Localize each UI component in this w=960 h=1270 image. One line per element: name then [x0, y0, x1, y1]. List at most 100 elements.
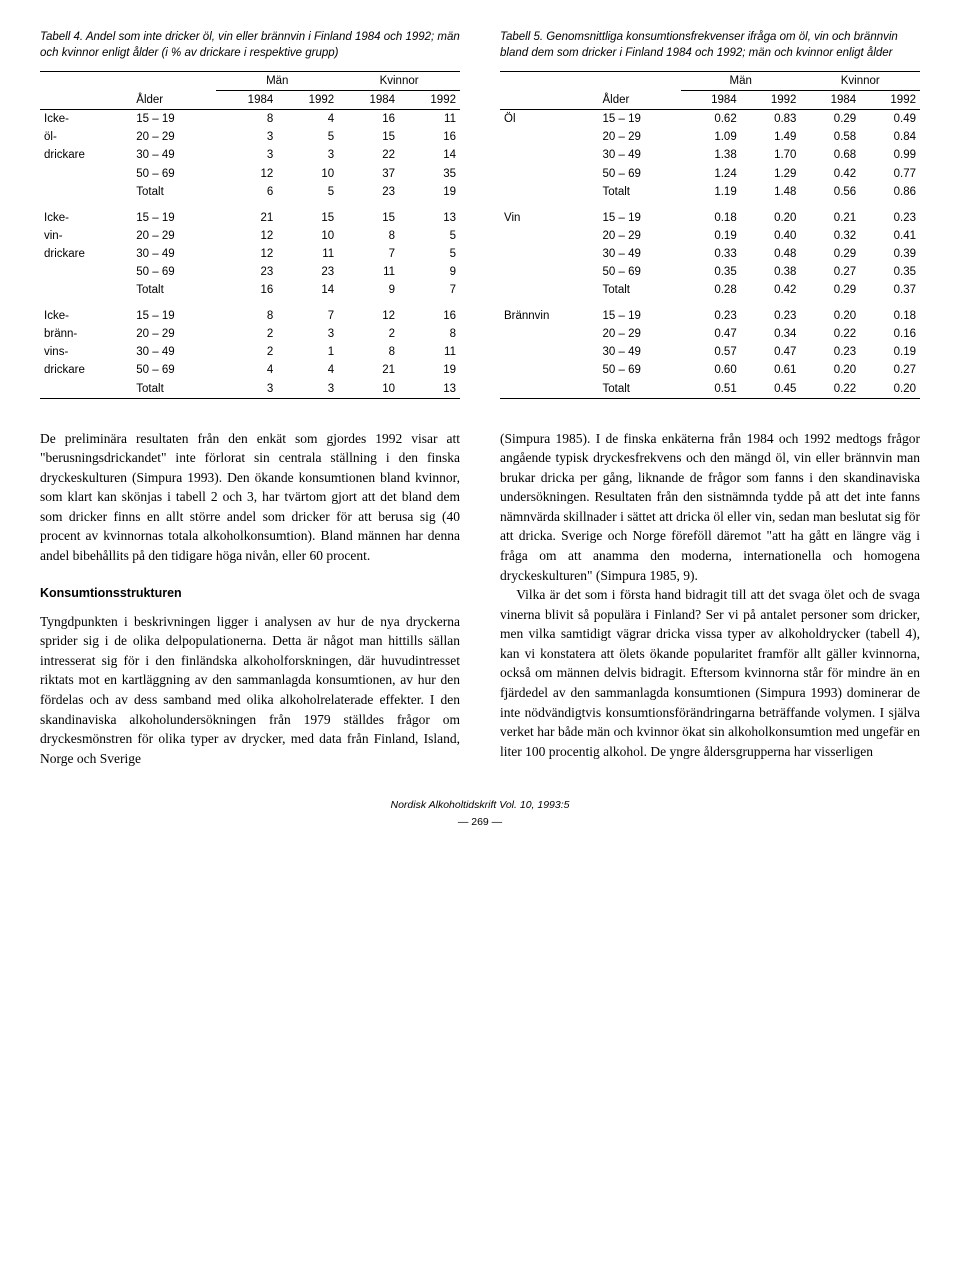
value-cell: 2	[216, 325, 277, 343]
table-row: 20 – 291.091.490.580.84	[500, 128, 920, 146]
value-cell: 1.38	[681, 146, 741, 164]
value-cell: 0.19	[860, 343, 920, 361]
group-label	[500, 343, 599, 361]
value-cell: 12	[216, 165, 277, 183]
group-label: Brännvin	[500, 307, 599, 325]
group-label	[40, 165, 132, 183]
value-cell: 0.56	[800, 183, 860, 201]
value-cell: 8	[216, 307, 277, 325]
value-cell: 1.29	[741, 165, 801, 183]
value-cell: 0.39	[860, 245, 920, 263]
age-label: 15 – 19	[132, 110, 216, 129]
table4-head-alder: Ålder	[132, 91, 216, 110]
group-label: drickare	[40, 361, 132, 379]
value-cell: 4	[216, 361, 277, 379]
value-cell: 0.32	[800, 227, 860, 245]
total-row: Totalt161497	[40, 281, 460, 299]
value-cell: 1.09	[681, 128, 741, 146]
group-label: vin-	[40, 227, 132, 245]
value-cell: 23	[277, 263, 338, 281]
table-row: drickare30 – 49121175	[40, 245, 460, 263]
value-cell: 2	[216, 343, 277, 361]
table5-year-1: 1992	[741, 91, 801, 110]
value-cell: 5	[399, 227, 460, 245]
value-cell: 7	[399, 281, 460, 299]
value-cell: 9	[399, 263, 460, 281]
total-row: Totalt1.191.480.560.86	[500, 183, 920, 201]
table-row: 30 – 490.570.470.230.19	[500, 343, 920, 361]
age-label: 30 – 49	[599, 146, 681, 164]
value-cell: 8	[399, 325, 460, 343]
value-cell: 7	[277, 307, 338, 325]
value-cell: 0.62	[681, 110, 741, 129]
value-cell: 13	[399, 209, 460, 227]
value-cell: 4	[277, 361, 338, 379]
value-cell: 21	[338, 361, 399, 379]
table5-label: Tabell 5.	[500, 31, 543, 43]
table4-year-2: 1984	[338, 91, 399, 110]
value-cell: 0.47	[681, 325, 741, 343]
value-cell: 0.47	[741, 343, 801, 361]
value-cell: 3	[277, 146, 338, 164]
value-cell: 7	[338, 245, 399, 263]
table-row: Öl15 – 190.620.830.290.49	[500, 110, 920, 129]
group-label: bränn-	[40, 325, 132, 343]
total-row: Totalt331013	[40, 380, 460, 399]
value-cell: 0.57	[681, 343, 741, 361]
age-label: 30 – 49	[132, 245, 216, 263]
group-label: drickare	[40, 245, 132, 263]
value-cell: 3	[216, 146, 277, 164]
group-label	[40, 263, 132, 281]
page-footer: Nordisk Alkoholtidskrift Vol. 10, 1993:5…	[40, 798, 920, 829]
group-label	[500, 325, 599, 343]
value-cell: 0.23	[681, 307, 741, 325]
value-cell: 1.70	[741, 146, 801, 164]
value-cell: 0.22	[800, 325, 860, 343]
value-cell: 3	[277, 380, 338, 399]
value-cell: 3	[216, 128, 277, 146]
value-cell: 0.77	[860, 165, 920, 183]
table-row: 20 – 290.190.400.320.41	[500, 227, 920, 245]
total-label: Totalt	[132, 281, 216, 299]
value-cell: 0.16	[860, 325, 920, 343]
table5-year-0: 1984	[681, 91, 741, 110]
value-cell: 12	[216, 227, 277, 245]
group-label	[500, 227, 599, 245]
value-cell: 1.19	[681, 183, 741, 201]
value-cell: 0.20	[860, 380, 920, 399]
value-cell: 0.35	[681, 263, 741, 281]
value-cell: 10	[277, 165, 338, 183]
table-row: 30 – 490.330.480.290.39	[500, 245, 920, 263]
age-label: 15 – 19	[132, 209, 216, 227]
group-label: Icke-	[40, 110, 132, 129]
table-row: 50 – 690.600.610.200.27	[500, 361, 920, 379]
age-label: 15 – 19	[599, 307, 681, 325]
total-label: Totalt	[599, 281, 681, 299]
value-cell: 11	[277, 245, 338, 263]
table5-head-man: Män	[681, 72, 800, 91]
value-cell: 0.18	[681, 209, 741, 227]
age-label: 20 – 29	[599, 325, 681, 343]
table-row: 20 – 290.470.340.220.16	[500, 325, 920, 343]
age-label: 50 – 69	[599, 263, 681, 281]
group-label: öl-	[40, 128, 132, 146]
value-cell: 0.41	[860, 227, 920, 245]
table4-caption-text: Andel som inte dricker öl, vin eller brä…	[40, 31, 460, 59]
table-row: Icke-15 – 19841611	[40, 110, 460, 129]
age-label: 20 – 29	[132, 128, 216, 146]
age-label: 15 – 19	[599, 110, 681, 129]
value-cell: 0.21	[800, 209, 860, 227]
age-label: 20 – 29	[132, 325, 216, 343]
value-cell: 16	[216, 281, 277, 299]
table5-block: Tabell 5. Genomsnittliga konsumtionsfrek…	[500, 30, 920, 399]
group-label	[40, 380, 132, 399]
value-cell: 19	[399, 183, 460, 201]
age-label: 15 – 19	[599, 209, 681, 227]
group-label	[500, 128, 599, 146]
value-cell: 8	[216, 110, 277, 129]
value-cell: 35	[399, 165, 460, 183]
value-cell: 3	[216, 380, 277, 399]
total-label: Totalt	[599, 380, 681, 399]
value-cell: 0.37	[860, 281, 920, 299]
table5-head-kvinnor: Kvinnor	[800, 72, 920, 91]
